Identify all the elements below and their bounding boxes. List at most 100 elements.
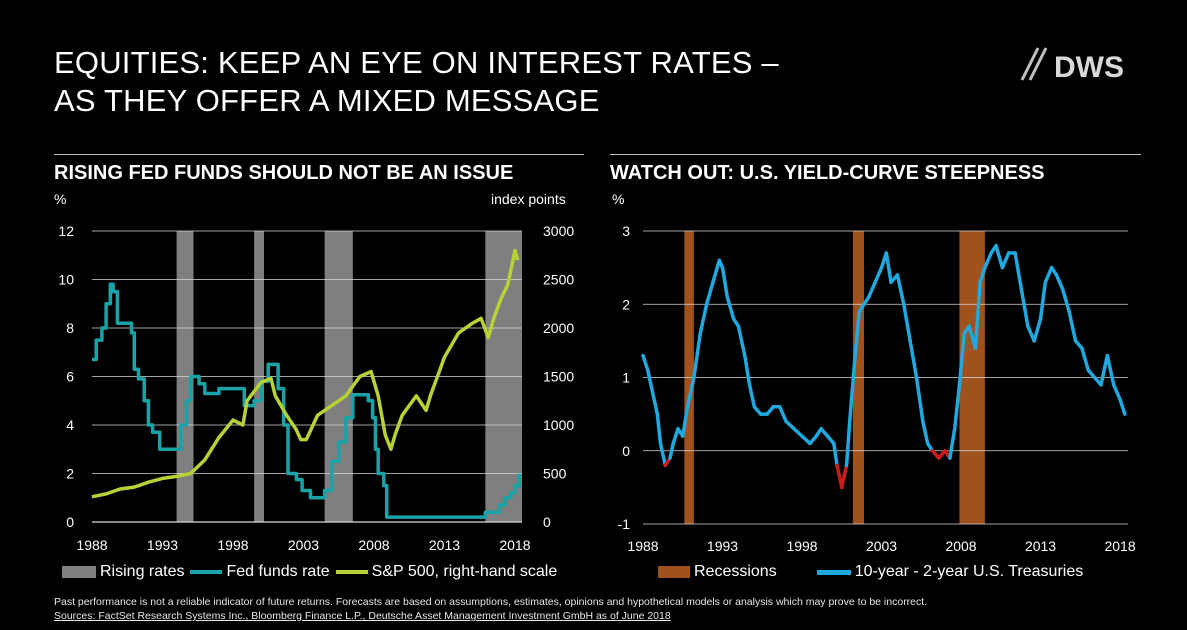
yield-curve-segment <box>711 258 722 285</box>
yield-curve-segment <box>921 419 930 446</box>
legend-label: Rising rates <box>100 563 185 580</box>
left-chart-right-unit: index points <box>491 191 566 207</box>
legend-item-yield-curve: 10-year - 2-year U.S. Treasuries <box>816 563 1084 581</box>
yield-curve-segment <box>747 383 757 409</box>
yield-curve-segment <box>973 280 982 350</box>
yield-curve-segment <box>800 434 812 446</box>
legend-item-recessions: Recessions <box>658 563 777 581</box>
yield-curve-segment <box>1099 353 1110 387</box>
x-tick-label: 2008 <box>358 537 389 553</box>
y-tick-label-left: 6 <box>66 369 74 385</box>
yield-curve-segment <box>792 427 804 438</box>
yield-curve-segment <box>914 375 925 424</box>
yield-curve-segment <box>778 405 788 424</box>
yield-curve-segment <box>957 331 966 387</box>
yield-curve-segment <box>681 405 690 438</box>
left-panel-rule <box>54 154 584 155</box>
yield-curve-segment <box>668 441 675 460</box>
left-chart-left-unit: % <box>54 191 67 207</box>
yield-curve-segment <box>1043 265 1054 285</box>
yield-curve-segment <box>743 353 752 387</box>
yield-curve-segment <box>1038 280 1048 321</box>
x-tick-label: 2008 <box>945 538 976 554</box>
yield-curve-segment <box>655 412 663 446</box>
yield-curve-segment <box>698 302 709 336</box>
legend-item-rising-rates: Rising rates <box>62 563 184 581</box>
disclaimer-text: Past performance is not a reliable indic… <box>54 596 928 608</box>
logo-slash-2 <box>1028 47 1048 81</box>
legend-label: Recessions <box>694 563 777 580</box>
legend-label: Fed funds rate <box>226 563 330 580</box>
sp500-line <box>91 248 520 499</box>
y-tick-label-left: 8 <box>66 320 74 336</box>
inversion-segment <box>840 463 849 490</box>
right-chart-unit: % <box>612 191 625 207</box>
yield-curve-segment <box>720 265 730 299</box>
y-tick-label-right: 3000 <box>543 223 574 239</box>
y-tick-label-left: 4 <box>66 417 74 433</box>
yield-curve-segment <box>641 353 650 372</box>
yield-curve-segment <box>895 273 906 306</box>
y-tick-label-left: 12 <box>58 223 74 239</box>
fed-funds-swatch <box>190 570 223 574</box>
yield-curve-segment <box>867 280 877 299</box>
x-tick-label: 2013 <box>429 537 460 553</box>
yield-curve-segment <box>1000 251 1011 270</box>
x-tick-label: 1998 <box>786 538 817 554</box>
y-tick-label: -1 <box>618 516 631 532</box>
yield-curve-segment <box>983 251 993 270</box>
x-tick-label: 2018 <box>499 537 530 553</box>
yield-curve-segment <box>784 419 796 431</box>
legend-label: 10-year - 2-year U.S. Treasuries <box>854 563 1084 580</box>
legend-label: S&P 500, right-hand scale <box>371 563 558 580</box>
x-tick-label: 2018 <box>1104 538 1135 554</box>
x-tick-label: 1993 <box>147 537 178 553</box>
x-tick-label: 1988 <box>76 537 107 553</box>
sp500-swatch <box>335 570 368 574</box>
right-panel-rule <box>610 154 1141 155</box>
yield-curve-segment <box>646 368 655 394</box>
y-tick-label: 1 <box>622 370 630 386</box>
yield-curve-segment <box>685 375 696 409</box>
x-tick-label: 1988 <box>627 538 658 554</box>
yield-curve-segment <box>1105 353 1116 387</box>
yield-curve-segment <box>908 339 919 380</box>
legend-item-fed-funds: Fed funds rate <box>190 563 330 581</box>
right-chart-title: WATCH OUT: U.S. YIELD-CURVE STEEPNESS <box>610 162 1045 184</box>
y-tick-label-right: 1500 <box>543 369 574 385</box>
y-tick-label: 0 <box>622 443 630 459</box>
x-tick-label: 1993 <box>707 538 738 554</box>
yield-curve-segment <box>852 309 862 365</box>
yield-curve-swatch <box>816 569 851 575</box>
y-tick-label-left: 10 <box>58 272 74 288</box>
yield-curve-segment <box>1013 251 1024 292</box>
yield-curve-segment <box>1111 383 1122 402</box>
yield-curve-segment <box>1054 273 1065 292</box>
y-tick-label-left: 2 <box>66 466 74 482</box>
yield-curve-segment <box>1080 346 1090 372</box>
recessions-swatch <box>658 566 690 578</box>
yield-curve-segment <box>658 441 668 468</box>
rising-rates-swatch <box>62 566 96 578</box>
dws-logo: DWS <box>1020 47 1124 84</box>
sources-text: Sources: FactSet Research Systems Inc., … <box>54 610 671 622</box>
yield-curve-segment <box>704 280 715 306</box>
x-tick-label: 1998 <box>217 537 248 553</box>
y-tick-label-left: 0 <box>66 514 74 530</box>
yield-curve-segment <box>1019 287 1030 328</box>
yield-curve-segment <box>736 324 747 358</box>
yield-curve-segment <box>902 302 912 343</box>
y-tick-label-right: 500 <box>543 466 567 482</box>
y-tick-label-right: 2500 <box>543 272 574 288</box>
yield-curve-segment <box>832 441 839 468</box>
x-tick-label: 2003 <box>288 537 319 553</box>
logo-text: DWS <box>1054 51 1124 84</box>
left-chart-legend: Rising rates Fed funds rate S&P 500, rig… <box>62 563 563 581</box>
yield-curve-segment <box>650 390 660 416</box>
right-chart-legend: Recessions 10-year - 2-year U.S. Treasur… <box>658 563 1089 581</box>
yield-curve-segment <box>671 427 680 446</box>
yield-curve-segment <box>725 295 736 321</box>
yield-curve-segment <box>847 361 857 424</box>
